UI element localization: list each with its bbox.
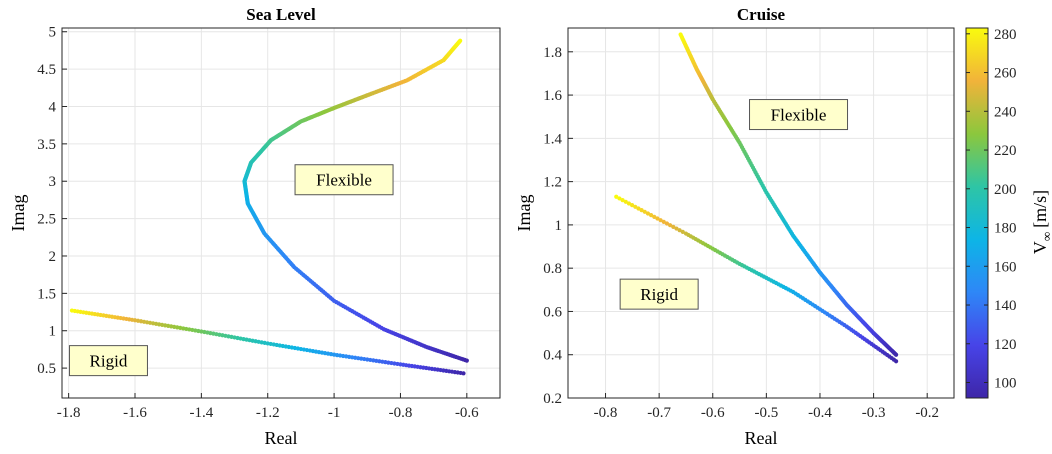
colorbar-gradient [966, 28, 988, 398]
y-tick-label: 1.5 [37, 286, 56, 302]
x-tick-label: -1.2 [256, 405, 280, 421]
colorbar-label-subscript: ∞ [1039, 232, 1052, 241]
x-tick-label: -0.8 [389, 405, 413, 421]
y-tick-label: 2.5 [37, 212, 56, 228]
y-tick-label: 2 [49, 249, 57, 265]
chart-title-sea-level: Sea Level [246, 5, 316, 24]
x-tick-label: -0.4 [808, 405, 832, 421]
colorbar-label-v: V [1030, 241, 1050, 254]
annotation-text: Flexible [771, 106, 827, 125]
y-tick-label: 1.4 [543, 131, 562, 147]
x-tick-label: -1 [328, 405, 341, 421]
colorbar: 100 120 140 160 180 200 220 240 260 280 V∞ [m/s] [966, 27, 1052, 398]
x-tick-label: -0.6 [455, 405, 479, 421]
x-tick-label: -0.2 [915, 405, 939, 421]
colorbar-tick-label: 120 [994, 337, 1017, 353]
y-tick-label: 0.2 [543, 391, 562, 407]
data-point [70, 308, 74, 312]
colorbar-label: V∞ [m/s] [1030, 190, 1052, 254]
annotation-text: Flexible [316, 171, 372, 190]
data-point [458, 39, 462, 43]
y-tick-label: 3.5 [37, 137, 56, 153]
data-point [678, 32, 682, 36]
x-tick-label: -0.8 [594, 405, 618, 421]
y-tick-label: 0.6 [543, 304, 562, 320]
annotation-rigid: Rigid [69, 346, 147, 376]
y-tick-label: 1 [555, 218, 563, 234]
colorbar-tick-label: 220 [994, 143, 1017, 159]
y-axis-label-sea-level: Imag [8, 195, 28, 232]
annotation-rigid: Rigid [620, 279, 698, 309]
y-tick-label: 0.5 [37, 361, 56, 377]
chart-sea-level: -1.8 -1.6 -1.4 -1.2 -1 -0.8 -0.6 0.5 1 1.5 2 2.5 3 3.… [8, 5, 500, 448]
colorbar-tick-label: 200 [994, 182, 1017, 198]
x-tick-label: -1.6 [123, 405, 147, 421]
y-tick-label: 5 [49, 25, 57, 41]
y-tick-label: 1 [49, 324, 57, 340]
x-tick-label: -0.5 [754, 405, 778, 421]
y-axis-label-cruise: Imag [514, 195, 534, 232]
x-tick-label: -1.4 [189, 405, 213, 421]
colorbar-tick-label: 180 [994, 221, 1017, 237]
chart-title-cruise: Cruise [737, 5, 786, 24]
y-tick-label: 4 [49, 99, 57, 115]
y-tick-label: 0.8 [543, 261, 562, 277]
y-tick-label: 1.2 [543, 175, 562, 191]
y-tick-label: 1.8 [543, 45, 562, 61]
colorbar-tick-label: 160 [994, 259, 1017, 275]
x-tick-label: -0.3 [862, 405, 886, 421]
y-tick-label: 4.5 [37, 62, 56, 78]
x-tick-label: -1.8 [57, 405, 81, 421]
annotation-text: Rigid [640, 285, 678, 304]
x-axis-label-sea-level: Real [265, 428, 298, 448]
annotation-text: Rigid [90, 352, 128, 371]
y-tick-label: 1.6 [543, 88, 562, 104]
annotation-flexible: Flexible [295, 165, 393, 195]
data-point [614, 195, 618, 199]
annotation-flexible: Flexible [750, 100, 848, 130]
colorbar-tick-label: 280 [994, 27, 1017, 43]
x-tick-label: -0.7 [647, 405, 671, 421]
colorbar-tick-label: 140 [994, 298, 1017, 314]
x-tick-label: -0.6 [701, 405, 725, 421]
x-axis-label-cruise: Real [745, 428, 778, 448]
colorbar-label-unit: [m/s] [1030, 190, 1050, 228]
y-tick-label: 0.4 [543, 348, 562, 364]
colorbar-tick-label: 100 [994, 376, 1017, 392]
colorbar-tick-label: 260 [994, 66, 1017, 82]
chart-cruise: -0.8 -0.7 -0.6 -0.5 -0.4 -0.3 -0.2 0.2 0.4 0.6 0.8… [514, 5, 954, 448]
y-tick-label: 3 [49, 174, 57, 190]
colorbar-tick-label: 240 [994, 104, 1017, 120]
